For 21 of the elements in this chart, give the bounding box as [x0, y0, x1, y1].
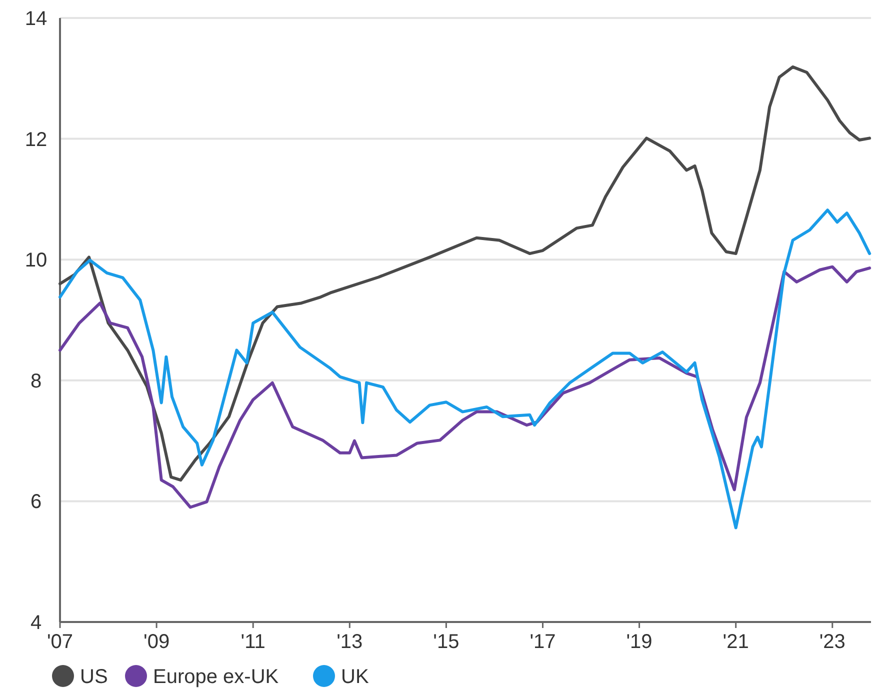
- y-tick-label: 10: [24, 250, 48, 272]
- legend-label: Europe ex-UK: [153, 666, 280, 688]
- line-series: [58, 208, 872, 530]
- y-tick-label: 14: [24, 8, 48, 30]
- legend-label: UK: [341, 666, 370, 688]
- x-tick-label: '09: [144, 631, 170, 653]
- y-tick-label: 4: [30, 612, 42, 634]
- x-tick-label: '23: [819, 631, 846, 653]
- legend-label: US: [80, 666, 108, 688]
- x-tick-label: '17: [530, 631, 556, 653]
- x-tick-label: '13: [336, 631, 363, 653]
- line-series: [58, 265, 872, 509]
- x-tick-label: '19: [626, 631, 652, 653]
- x-tick-label: '15: [433, 631, 460, 653]
- x-tick-label: '21: [722, 631, 749, 653]
- x-tick-label: '07: [46, 631, 74, 653]
- x-tick-label: '11: [240, 631, 266, 653]
- y-tick-label: 8: [30, 370, 42, 392]
- y-tick-label: 6: [30, 491, 42, 514]
- line-series: [58, 65, 872, 482]
- y-tick-label: 12: [24, 128, 48, 151]
